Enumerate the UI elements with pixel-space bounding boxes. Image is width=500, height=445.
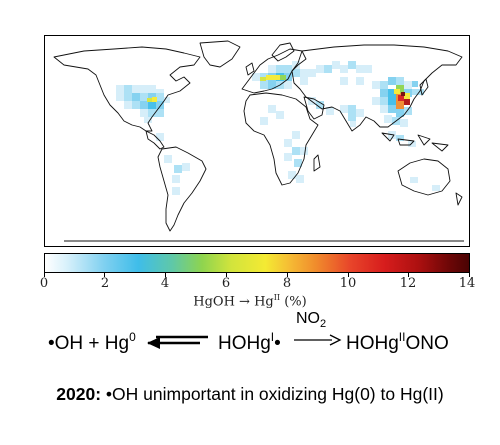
slide-caption: 2020: •OH unimportant in oxidizing Hg(0)… bbox=[0, 384, 500, 405]
colorbar-tick-label: 8 bbox=[282, 276, 292, 291]
forward-arrow-icon bbox=[294, 334, 342, 346]
caption-text: •OH unimportant in oxidizing Hg(0) to Hg… bbox=[105, 384, 444, 404]
colorbar-tick bbox=[44, 273, 45, 277]
reaction-reagent: NO2 bbox=[296, 310, 327, 331]
colorbar-tick bbox=[348, 273, 349, 277]
colorbar-tick-label: 6 bbox=[221, 276, 231, 291]
colorbar-tick-label: 10 bbox=[339, 276, 357, 291]
colorbar-tick bbox=[165, 273, 166, 277]
colorbar-title: HgOH → HgII (%) bbox=[193, 293, 307, 310]
colorbar-tick bbox=[408, 273, 409, 277]
caption-year: 2020: bbox=[56, 384, 102, 404]
colorbar-tick-label: 2 bbox=[100, 276, 110, 291]
coastlines bbox=[53, 40, 464, 242]
map-frame bbox=[44, 35, 470, 247]
world-map-panel bbox=[44, 35, 470, 247]
reaction-intermediate: HOHgI• bbox=[218, 330, 281, 354]
equilibrium-arrow-icon bbox=[147, 335, 208, 349]
colorbar-tick bbox=[104, 273, 105, 277]
colorbar-tick-label: 14 bbox=[458, 276, 476, 291]
oxidation-fraction-shading bbox=[116, 61, 440, 195]
reaction-reactants: •OH + Hg0 bbox=[48, 330, 136, 354]
reaction-product: HOHgIIONO bbox=[346, 330, 449, 354]
colorbar-tick-label: 4 bbox=[160, 276, 170, 291]
colorbar-tick bbox=[226, 273, 227, 277]
colorbar-tick bbox=[469, 273, 470, 277]
colorbar-tick-label: 12 bbox=[399, 276, 417, 291]
colorbar-tick bbox=[287, 273, 288, 277]
colorbar-tick-label: 0 bbox=[39, 276, 49, 291]
colorbar bbox=[44, 253, 470, 273]
